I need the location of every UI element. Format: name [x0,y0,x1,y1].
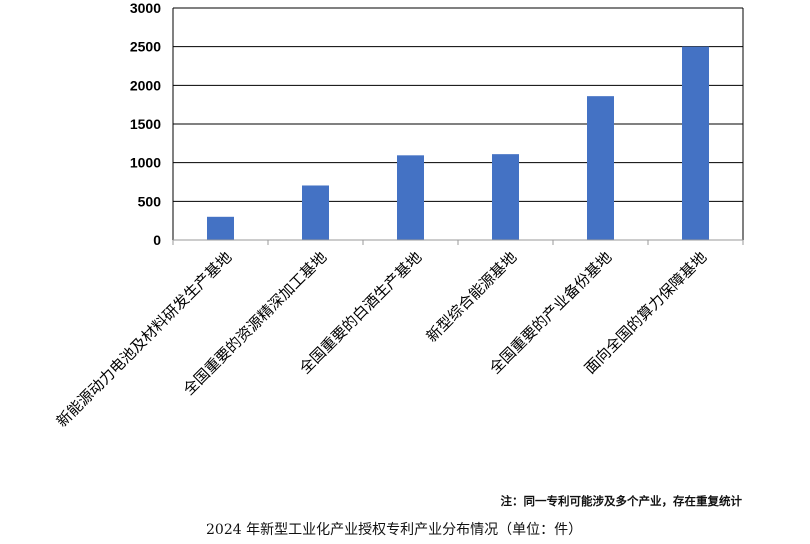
bar-chart: 0 500 1000 1500 2000 2500 3000 新能源动力电池及材料研发生产基… [53,0,744,431]
x-tick-label: 新型综合能源基地 [423,248,521,346]
bar [682,46,709,240]
y-tick-label: 500 [138,193,162,209]
x-tick-label: 新能源动力电池及材料研发生产基地 [53,248,235,430]
bar [492,154,519,240]
bar [587,96,614,240]
gridlines [173,7,743,202]
bar [397,155,424,240]
y-tick-label: 1500 [130,116,161,132]
y-tick-labels: 0 500 1000 1500 2000 2500 3000 [130,0,161,248]
bar [302,185,329,240]
y-tick-label: 2000 [130,77,161,93]
chart-note: 注：同一专利可能涉及多个产业，存在重复统计 [500,494,743,508]
y-tick-label: 2500 [130,39,161,55]
y-tick-label: 1000 [130,155,161,171]
y-tick-label: 3000 [130,0,161,16]
chart-caption: 2024 年新型工业化产业授权专利产业分布情况（单位：件） [206,522,583,538]
bar [207,216,234,240]
x-tick-labels: 新能源动力电池及材料研发生产基地全国重要的资源精深加工基地全国重要的白酒生产基地… [53,248,710,430]
axes [172,8,744,245]
bars [207,46,709,240]
y-tick-label: 0 [153,232,161,248]
